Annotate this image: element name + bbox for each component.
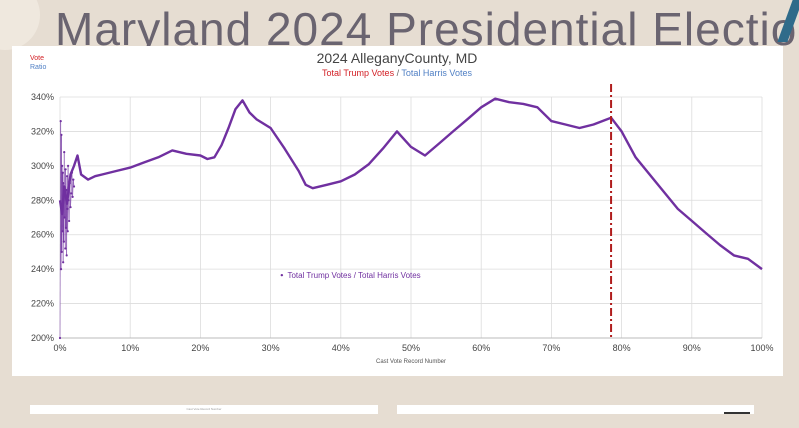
background-slide-title: Maryland 2024 Presidential Election (55, 3, 799, 46)
x-tick-label: 70% (542, 343, 560, 353)
chart-card: Vote Ratio 2024 AlleganyCounty, MD Total… (12, 46, 783, 376)
bottom-caption-bar: Cast Vote Record Number (30, 405, 378, 414)
background-decoration (0, 0, 40, 50)
subtitle-trump: Total Trump Votes (322, 68, 395, 78)
subtitle-separator: / (394, 68, 401, 78)
x-tick-label: 100% (750, 343, 773, 353)
x-tick-label: 40% (332, 343, 350, 353)
y-tick-label: 320% (31, 126, 54, 136)
y-tick-label: 280% (31, 195, 54, 205)
y-tick-label: 240% (31, 264, 54, 274)
y-axis-ticks: 200% 220% 240% 260% 280% 300% 320% 340% (31, 92, 54, 343)
chart-subtitle: Total Trump Votes / Total Harris Votes (322, 68, 472, 78)
y-tick-label: 220% (31, 299, 54, 309)
noise-segment (72, 179, 74, 197)
series-line (58, 97, 763, 271)
x-tick-label: 10% (121, 343, 139, 353)
x-tick-label: 90% (683, 343, 701, 353)
x-tick-label: 20% (191, 343, 209, 353)
chart-svg: 2024 AlleganyCounty, MD Total Trump Vote… (31, 50, 774, 365)
x-axis-label: Cast Vote Record Number (376, 359, 446, 365)
noise-segment (72, 179, 75, 187)
bottom-caption: Cast Vote Record Number (186, 407, 222, 411)
bottom-dash (724, 412, 750, 414)
y-tick-label: 340% (31, 92, 54, 102)
bottom-right-bar (397, 405, 754, 414)
x-tick-label: 80% (613, 343, 631, 353)
noise-points (58, 120, 76, 340)
x-tick-label: 0% (53, 343, 66, 353)
noise-point (65, 175, 69, 178)
x-tick-label: 50% (402, 343, 420, 353)
y-tick-label: 200% (31, 333, 54, 343)
subtitle-harris: Total Harris Votes (401, 68, 472, 78)
y-tick-label: 260% (31, 230, 54, 240)
legend-key-vote: Vote (30, 55, 45, 62)
legend-marker (280, 273, 284, 277)
y-tick-label: 300% (31, 161, 54, 171)
chart-title: 2024 AlleganyCounty, MD (317, 50, 478, 66)
x-tick-label: 30% (262, 343, 280, 353)
legend-key-ratio: Ratio (30, 64, 47, 71)
x-axis-ticks: 0% 10% 20% 30% 40% 50% 60% 70% 80% 90% 100% (53, 343, 773, 353)
x-tick-label: 60% (472, 343, 490, 353)
chart-grid (59, 96, 763, 339)
noise-segment (70, 193, 72, 208)
chart-legend: Total Trump Votes / Total Harris Votes (280, 271, 421, 280)
legend-label: Total Trump Votes / Total Harris Votes (287, 271, 420, 280)
